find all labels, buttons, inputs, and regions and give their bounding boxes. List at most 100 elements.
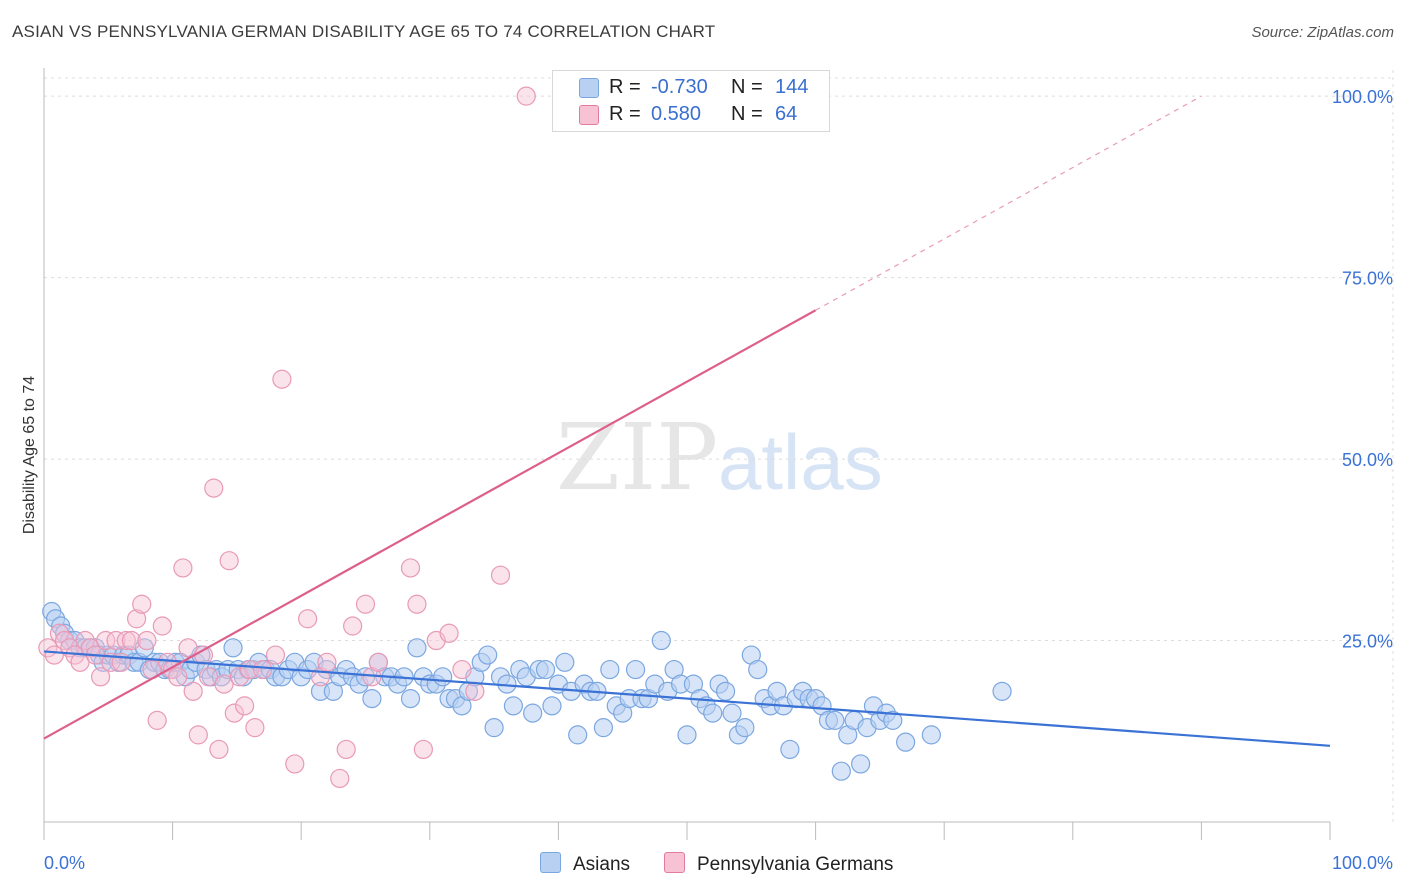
- bottom-legend-asians: Asians: [540, 852, 630, 876]
- point-pennsylvania-germans-47: [317, 652, 337, 672]
- chart-title: ASIAN VS PENNSYLVANIA GERMAN DISABILITY …: [12, 22, 716, 41]
- point-pennsylvania-germans-44: [285, 754, 305, 774]
- point-asians-117: [735, 718, 755, 738]
- point-pennsylvania-germans-29: [188, 725, 208, 745]
- point-pennsylvania-germans-17: [126, 609, 147, 629]
- point-asians-81: [503, 696, 523, 716]
- point-asians-59: [362, 689, 382, 709]
- bottom-legend-swatch-pennsylvania-germans: [664, 852, 685, 873]
- watermark-zip: ZIP: [556, 404, 718, 511]
- point-asians-89: [555, 652, 575, 672]
- data-points: [38, 86, 1012, 789]
- point-pennsylvania-germans-61: [490, 565, 511, 585]
- point-asians-104: [651, 630, 671, 651]
- point-pennsylvania-germans-32: [204, 478, 224, 498]
- point-pennsylvania-germans-35: [219, 551, 239, 571]
- point-pennsylvania-germans-33: [209, 739, 229, 760]
- point-asians-112: [703, 703, 723, 723]
- point-asians-132: [831, 761, 851, 781]
- legend-r-label: R =: [609, 76, 641, 98]
- point-pennsylvania-germans-30: [193, 645, 214, 665]
- trend-line-pennsylvania-germans: [43, 309, 817, 740]
- point-asians-66: [407, 638, 427, 658]
- point-pennsylvania-germans-58: [439, 623, 459, 643]
- legend-n-value-asians: 144: [775, 76, 809, 98]
- point-pennsylvania-germans-11: [96, 630, 116, 651]
- legend-n-value-pennsylvania-germans: 64: [775, 103, 798, 125]
- legend-row-pennsylvania-germans: R = 0.580 N = 64: [553, 100, 829, 128]
- point-pennsylvania-germans-22: [152, 616, 172, 636]
- trend-extension-pennsylvania-germans: [815, 95, 1202, 311]
- point-pennsylvania-germans-54: [400, 558, 421, 578]
- point-asians-86: [535, 659, 556, 680]
- point-asians-143: [992, 681, 1012, 701]
- point-pennsylvania-germans-16: [121, 630, 142, 651]
- point-pennsylvania-germans-43: [272, 369, 292, 389]
- watermark: ZIP atlas: [556, 404, 883, 511]
- source-credit: Source: ZipAtlas.com: [1251, 24, 1394, 41]
- point-pennsylvania-germans-53: [368, 652, 388, 672]
- point-pennsylvania-germans-48: [330, 768, 350, 789]
- x-tick-label-max: 100.0%: [1332, 853, 1393, 873]
- point-asians-119: [748, 659, 768, 680]
- legend-swatch-pennsylvania-germans: [579, 105, 599, 125]
- point-asians-65: [400, 689, 421, 709]
- point-asians-114: [715, 681, 736, 701]
- point-asians-58: [355, 667, 376, 687]
- legend-r-value-pennsylvania-germans: 0.580: [651, 103, 702, 125]
- point-pennsylvania-germans-40: [245, 718, 265, 738]
- point-pennsylvania-germans-59: [452, 659, 472, 680]
- point-asians-36: [223, 638, 243, 658]
- bottom-legend-swatch-asians: [540, 852, 561, 873]
- point-asians-141: [896, 732, 916, 752]
- point-pennsylvania-germans-21: [147, 710, 167, 730]
- point-asians-115: [722, 703, 742, 723]
- x-tick-label-min: 0.0%: [44, 853, 85, 873]
- point-pennsylvania-germans-15: [116, 630, 136, 651]
- legend-r-value-asians: -0.730: [651, 76, 708, 98]
- point-pennsylvania-germans-41: [253, 659, 273, 680]
- trend-line-asians: [43, 650, 1331, 747]
- point-pennsylvania-germans-27: [178, 638, 198, 658]
- legend-n-label: N =: [731, 103, 763, 125]
- point-pennsylvania-germans-13: [106, 630, 126, 651]
- legend-n-label: N =: [731, 76, 763, 98]
- point-pennsylvania-germans-42: [265, 645, 286, 665]
- point-asians-135: [851, 754, 871, 774]
- point-pennsylvania-germans-50: [343, 616, 363, 636]
- point-asians-124: [780, 739, 800, 760]
- point-asians-91: [568, 725, 588, 745]
- legend-row-asians: R = -0.730 N = 144: [553, 73, 829, 101]
- y-tick-label-25: 25.0%: [1342, 632, 1393, 652]
- point-pennsylvania-germans-12: [101, 652, 121, 672]
- watermark-atlas: atlas: [718, 418, 883, 506]
- y-tick-label-75: 75.0%: [1342, 269, 1393, 289]
- point-asians-87: [542, 696, 562, 716]
- point-pennsylvania-germans-49: [336, 739, 356, 760]
- point-asians-108: [677, 725, 697, 745]
- point-pennsylvania-germans-34: [214, 674, 234, 694]
- point-pennsylvania-germans-45: [298, 609, 318, 629]
- point-pennsylvania-germans-56: [413, 739, 433, 760]
- axes: [43, 68, 1331, 840]
- point-pennsylvania-germans-19: [137, 630, 157, 651]
- bottom-legend-label-pennsylvania-germans: Pennsylvania Germans: [697, 854, 894, 875]
- point-asians-96: [600, 659, 620, 680]
- point-asians-70: [433, 667, 453, 687]
- bottom-legend-pennsylvania-germans: Pennsylvania Germans: [664, 852, 893, 876]
- point-pennsylvania-germans-26: [173, 558, 193, 578]
- point-asians-95: [593, 718, 614, 738]
- point-pennsylvania-germans-25: [168, 667, 188, 687]
- bottom-legend-label-asians: Asians: [573, 854, 631, 875]
- trend-lines: [43, 95, 1331, 747]
- point-pennsylvania-germans-60: [465, 681, 485, 701]
- point-asians-140: [883, 710, 903, 730]
- y-tick-label-50: 50.0%: [1342, 450, 1393, 470]
- point-pennsylvania-germans-28: [183, 681, 203, 701]
- tick-labels: 25.0% 50.0% 75.0% 100.0% 0.0% 100.0%: [44, 87, 1393, 873]
- point-asians-100: [625, 659, 646, 680]
- point-asians-78: [484, 718, 504, 738]
- point-asians-77: [478, 645, 498, 665]
- point-pennsylvania-germans-55: [407, 594, 427, 614]
